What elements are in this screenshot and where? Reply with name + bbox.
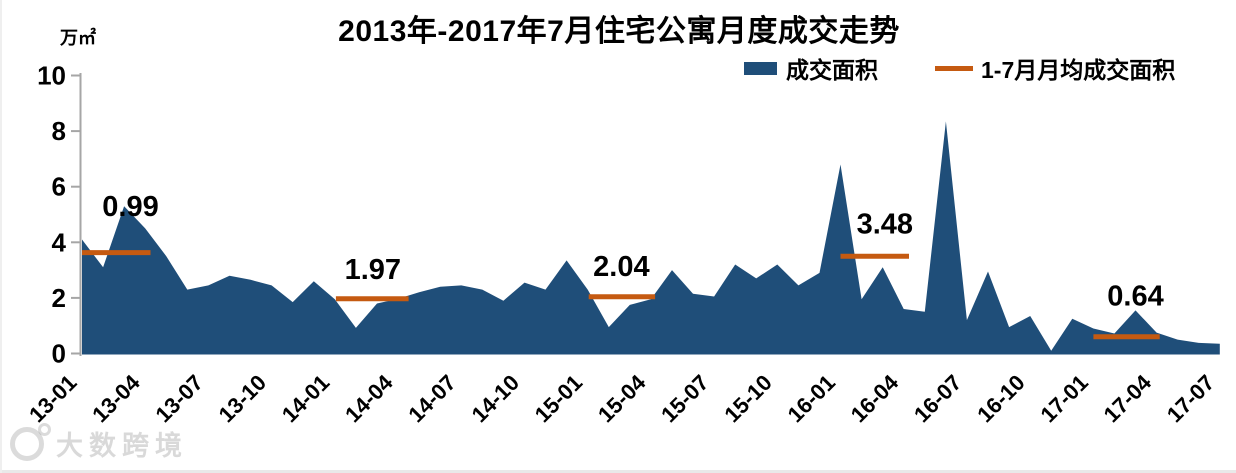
watermark-text: 大数跨境: [56, 431, 188, 461]
y-axis-tick-label: 6: [52, 172, 66, 202]
y-axis-tick-label: 4: [52, 227, 67, 257]
x-axis-tick-label: 14-10: [467, 370, 524, 427]
x-axis-tick-label: 16-04: [846, 369, 904, 427]
x-axis-tick-label: 13-10: [214, 370, 271, 427]
x-axis-tick-label: 15-04: [593, 369, 651, 427]
y-axis-unit-label: 万㎡: [60, 28, 96, 48]
watermark: 大数跨境: [10, 422, 188, 463]
legend-item-area: 成交面积: [744, 54, 878, 83]
y-axis-tick-label: 10: [37, 61, 66, 91]
x-axis-tick-label: 13-07: [150, 370, 207, 427]
x-axis-tick-label: 16-01: [783, 370, 840, 427]
x-axis-tick-label: 14-07: [403, 370, 460, 427]
x-axis-tick-label: 13-01: [24, 370, 81, 427]
avg-line-value-label: 0.99: [102, 191, 158, 223]
legend-item-avg: 1-7月月均成交面积: [935, 54, 1176, 83]
chart-title: 2013年-2017年7月住宅公寓月度成交走势: [338, 15, 900, 48]
x-axis-tick-label: 17-07: [1162, 370, 1219, 427]
x-axis-tick-label: 15-01: [530, 370, 587, 427]
y-axis-tick-label: 2: [52, 283, 66, 313]
avg-line-value-label: 1.97: [345, 254, 401, 286]
x-axis-tick-label: 16-07: [909, 370, 966, 427]
avg-line-value-label: 3.48: [857, 208, 913, 240]
watermark-logo-icon: [10, 422, 51, 461]
y-axis-tick-label: 8: [52, 116, 66, 146]
x-axis-tick-label: 14-01: [277, 370, 334, 427]
area-series-swatch-icon: [744, 61, 777, 75]
area-series: [82, 121, 1220, 355]
x-axis-tick-label: 17-04: [1099, 369, 1157, 427]
x-axis-tick-label: 16-10: [972, 370, 1029, 427]
legend-area-label: 成交面积: [786, 57, 878, 83]
x-axis-tick-label: 14-04: [340, 369, 398, 427]
x-axis-tick-label: 15-10: [719, 370, 776, 427]
y-axis-tick-label: 0: [52, 339, 66, 369]
x-axis-tick-label: 13-04: [87, 369, 145, 427]
x-axis-tick-label: 17-01: [1035, 370, 1092, 427]
legend-avg-label: 1-7月月均成交面积: [981, 57, 1176, 83]
avg-line-value-label: 2.04: [593, 251, 649, 283]
x-axis-tick-label: 15-07: [656, 370, 713, 427]
avg-line-swatch-icon: [935, 65, 973, 71]
avg-line-value-label: 0.64: [1107, 281, 1163, 313]
